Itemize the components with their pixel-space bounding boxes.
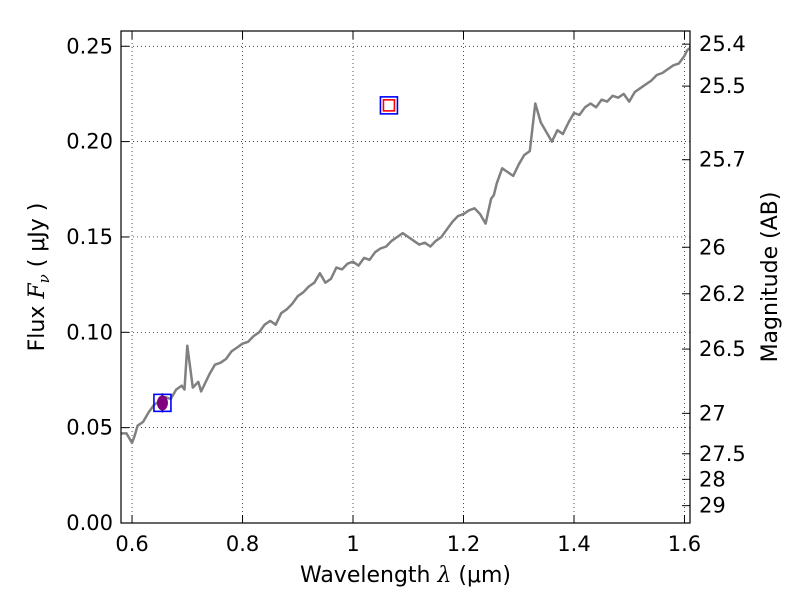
- y-axis-title-unit: ( μJy ): [25, 203, 50, 275]
- spectrum-line: [121, 47, 691, 445]
- x-tick-label: 0.6: [115, 532, 148, 556]
- y-axis-title-symbol: F: [25, 283, 50, 300]
- photometry-square-marker: [379, 96, 399, 115]
- plot-content: [121, 47, 691, 445]
- plot-frame: [120, 30, 691, 524]
- axis-ticks: 0.6 0.8 1 1.2 1.4 1.6 0.00 0.05 0.10 0.15 0.20 0.25…: [66, 31, 746, 556]
- x-tick-label: 1.4: [557, 532, 590, 556]
- x-tick-label: 0.8: [226, 532, 259, 556]
- y2-tick-label: 27.5: [699, 442, 746, 466]
- y-tick-label: 0.20: [66, 130, 113, 154]
- y-tick-label: 0.05: [66, 416, 113, 440]
- x-axis-title-unit: (μm): [451, 563, 511, 588]
- y2-tick-label: 25.7: [699, 148, 746, 172]
- y-tick-label: 0.10: [66, 320, 113, 344]
- photometry-circle-marker: [156, 395, 168, 411]
- y2-tick-label: 29: [699, 494, 726, 518]
- y2-tick-label: 25.4: [699, 32, 746, 56]
- y2-tick-label: 27: [699, 401, 726, 425]
- y2-tick-label: 26: [699, 235, 726, 259]
- y-axis-title-prefix: Flux: [25, 299, 50, 352]
- y2-tick-label: 28: [699, 467, 726, 491]
- x-tick-label: 1.6: [668, 532, 701, 556]
- x-tick-label: 1.2: [447, 532, 480, 556]
- x-tick-label: 1: [346, 532, 359, 556]
- x-axis-title-prefix: Wavelength: [300, 563, 438, 588]
- y-tick-label: 0.15: [66, 225, 113, 249]
- photometry-square-marker: [382, 99, 396, 112]
- y-tick-label: 0.25: [66, 34, 113, 58]
- y2-tick-label: 26.5: [699, 337, 746, 361]
- x-axis-title-symbol: λ: [436, 563, 451, 588]
- y2-tick-label: 25.5: [699, 74, 746, 98]
- photometry-square-marker: [153, 393, 172, 413]
- y-tick-label: 0.00: [66, 511, 113, 535]
- y-axis-title-subscript: ν: [35, 274, 53, 283]
- y2-tick-label: 26.2: [699, 282, 746, 306]
- x-axis-title: Wavelength λ (μm): [300, 563, 511, 588]
- y2-axis-title: Magnitude (AB): [758, 192, 783, 363]
- y-axis-title: Flux Fν ( μJy ): [25, 203, 53, 352]
